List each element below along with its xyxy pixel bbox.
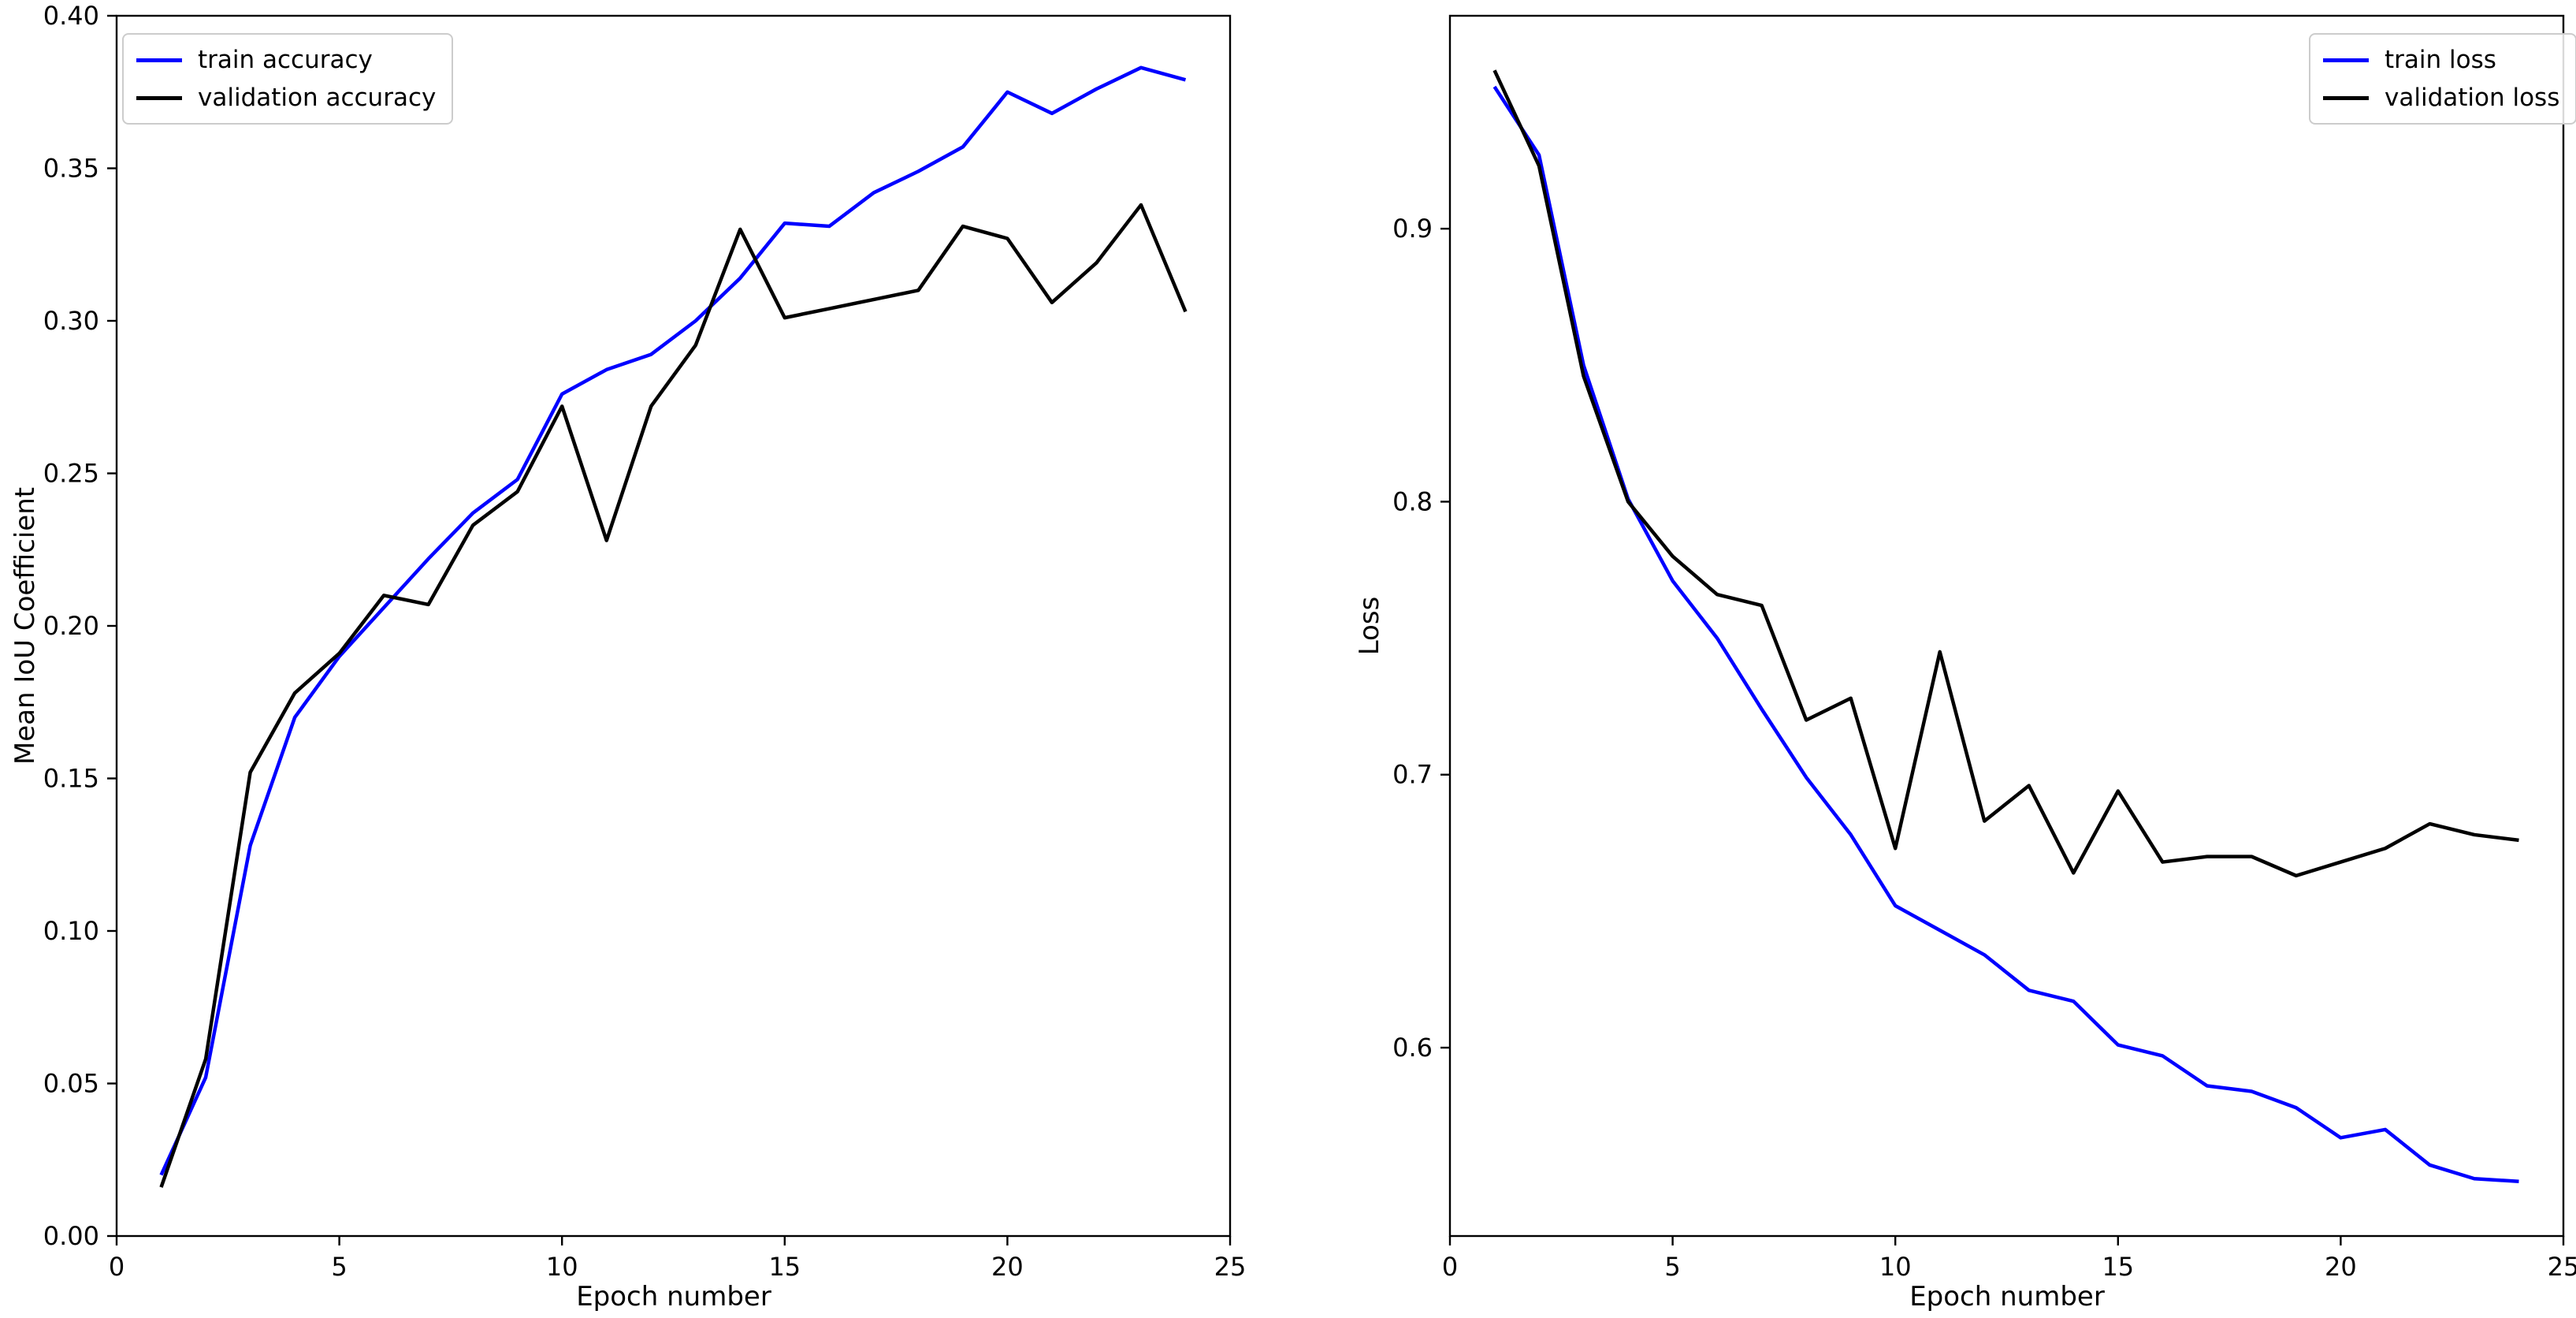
train-accuracy-line-swatch xyxy=(136,58,182,62)
y-tick-label: 0.05 xyxy=(43,1069,99,1099)
train-loss-line-swatch xyxy=(2323,58,2369,62)
right-x-axis-label: Epoch number xyxy=(1909,1281,2105,1312)
legend-label: validation loss xyxy=(2385,84,2560,112)
left-y-axis-label: Mean IoU Coefficient xyxy=(9,486,41,765)
x-tick-label: 15 xyxy=(768,1252,801,1282)
legend-accuracy: train accuracy validation accuracy xyxy=(122,33,454,125)
y-tick-label: 0.10 xyxy=(43,916,99,946)
legend-item-validation-loss: validation loss xyxy=(2323,82,2559,114)
x-tick-label: 5 xyxy=(1664,1252,1680,1282)
plot-border xyxy=(1448,14,2565,1238)
plot-border xyxy=(115,14,1232,1238)
y-tick-label: 0.6 xyxy=(1392,1033,1433,1063)
x-tick-label: 5 xyxy=(331,1252,347,1282)
x-tick-label: 25 xyxy=(2548,1252,2576,1282)
x-tick-label: 10 xyxy=(546,1252,578,1282)
series-line-validation-loss xyxy=(1492,69,2519,878)
y-tick-label: 0.35 xyxy=(43,154,99,184)
left-x-axis-label: Epoch number xyxy=(576,1281,771,1312)
right-y-axis-label: Loss xyxy=(1354,596,1385,656)
chart-0: 0 5 10 15 20 25 0.00 0.05 0.10 0.15 0.20 0.25 0.30 0.… xyxy=(43,1,1247,1282)
validation-loss-line-swatch xyxy=(2323,95,2369,100)
y-tick-label: 0.25 xyxy=(43,459,99,489)
y-tick-label: 0.7 xyxy=(1392,760,1433,790)
y-tick-label: 0.20 xyxy=(43,611,99,641)
x-tick-label: 10 xyxy=(1879,1252,1912,1282)
legend-label: train loss xyxy=(2385,46,2496,74)
y-tick-label: 0.00 xyxy=(43,1221,99,1251)
series-line-train-accuracy xyxy=(159,65,1187,1176)
legend-item-train-accuracy: train accuracy xyxy=(136,44,436,76)
series-line-validation-accuracy xyxy=(159,203,1188,1188)
legend-loss: train loss validation loss xyxy=(2309,33,2576,125)
y-tick-label: 0.15 xyxy=(43,764,99,794)
x-tick-label: 0 xyxy=(1442,1252,1458,1282)
legend-label: train accuracy xyxy=(198,46,373,74)
y-tick-label: 0.9 xyxy=(1392,214,1433,244)
legend-item-validation-accuracy: validation accuracy xyxy=(136,82,436,114)
legend-label: validation accuracy xyxy=(198,84,437,112)
y-tick-label: 0.8 xyxy=(1392,486,1433,516)
x-tick-label: 25 xyxy=(1214,1252,1247,1282)
series-line-train-loss xyxy=(1492,85,2519,1183)
legend-item-train-loss: train loss xyxy=(2323,44,2559,76)
x-tick-label: 0 xyxy=(109,1252,125,1282)
y-tick-label: 0.30 xyxy=(43,306,99,336)
x-tick-label: 20 xyxy=(991,1252,1024,1282)
y-tick-label: 0.40 xyxy=(43,1,99,31)
chart-1: 0 5 10 15 20 25 0.6 0.7 0.8 0.9 xyxy=(1392,14,2576,1282)
x-tick-label: 15 xyxy=(2102,1252,2134,1282)
x-tick-label: 20 xyxy=(2325,1252,2357,1282)
validation-accuracy-line-swatch xyxy=(136,95,182,100)
